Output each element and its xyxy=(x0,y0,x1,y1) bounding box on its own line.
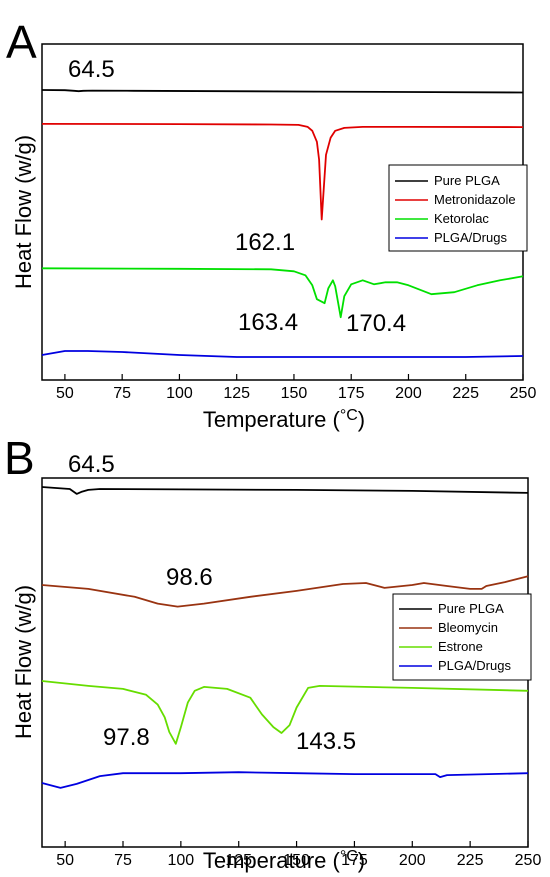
x-tick-label: 125 xyxy=(225,852,252,869)
panel-a-series xyxy=(41,89,524,358)
series-line-b-bleomycin xyxy=(41,575,529,608)
panel-b: B 50 75 100 125 150 175 200 225 250 Heat Flow (w… xyxy=(4,432,541,873)
x-tick-label: 175 xyxy=(338,385,365,402)
panel-a-x-ticks: 50 75 100 125 150 175 200 225 250 xyxy=(56,374,536,402)
x-tick-label: 100 xyxy=(166,385,193,402)
series-line-b-plga-drugs xyxy=(41,771,529,789)
x-tick-label: 250 xyxy=(510,385,537,402)
peak-label-pure-plga-a: 64.5 xyxy=(68,56,115,83)
peak-label-pure-plga-b: 64.5 xyxy=(68,451,115,478)
panel-b-y-axis-title: Heat Flow (w/g) xyxy=(11,585,36,739)
series-line-a-ketorolac xyxy=(41,267,524,319)
panel-a-letter: A xyxy=(6,16,37,68)
x-tick-label: 175 xyxy=(341,852,368,869)
x-tick-label: 225 xyxy=(452,385,479,402)
peak-label-estrone-1: 97.8 xyxy=(103,724,150,751)
peak-label-bleomycin: 98.6 xyxy=(166,564,213,591)
panel-a-y-axis-title: Heat Flow (w/g) xyxy=(11,135,36,289)
panel-b-x-ticks: 50 75 100 125 150 175 200 225 250 xyxy=(56,841,541,869)
series-line-b-estrone xyxy=(41,680,529,745)
legend-a-pure-plga: Pure PLGA xyxy=(434,173,500,188)
series-line-a-plga-drugs xyxy=(41,350,524,358)
legend-b-pure-plga: Pure PLGA xyxy=(438,601,504,616)
panel-b-series xyxy=(41,486,529,789)
x-tick-label: 200 xyxy=(395,385,422,402)
peak-label-ketorolac-1: 163.4 xyxy=(238,309,298,336)
series-line-a-metronidazole xyxy=(41,123,524,221)
panel-a-legend: Pure PLGA Metronidazole Ketorolac PLGA/D… xyxy=(388,164,528,252)
x-tick-label: 100 xyxy=(168,852,195,869)
legend-b-bleomycin: Bleomycin xyxy=(438,620,498,635)
series-line-b-pure-plga xyxy=(41,486,529,495)
peak-label-estrone-2: 143.5 xyxy=(296,728,356,755)
x-tick-label: 150 xyxy=(281,385,308,402)
peak-label-ketorolac-2: 170.4 xyxy=(346,310,406,337)
legend-a-plga-drugs: PLGA/Drugs xyxy=(434,230,507,245)
legend-b-estrone: Estrone xyxy=(438,639,483,654)
panel-a: A 50 75 100 125 150 175 200 225 250 Heat Flow (w… xyxy=(6,16,536,432)
legend-a-metronidazole: Metronidazole xyxy=(434,192,516,207)
x-tick-label: 225 xyxy=(457,852,484,869)
panel-b-legend: Pure PLGA Bleomycin Estrone PLGA/Drugs xyxy=(392,593,532,681)
panel-b-letter: B xyxy=(4,432,35,484)
x-tick-label: 50 xyxy=(56,852,74,869)
panel-a-x-axis-title: Temperature (°C) xyxy=(203,407,365,432)
panel-b-x-axis-title: Temperature (°C) xyxy=(203,848,365,873)
legend-b-plga-drugs: PLGA/Drugs xyxy=(438,658,511,673)
x-tick-label: 125 xyxy=(223,385,250,402)
x-tick-label: 75 xyxy=(114,852,132,869)
x-tick-label: 75 xyxy=(113,385,131,402)
x-tick-label: 150 xyxy=(283,852,310,869)
x-tick-label: 200 xyxy=(399,852,426,869)
legend-a-ketorolac: Ketorolac xyxy=(434,211,489,226)
series-line-a-pure-plga xyxy=(41,89,524,94)
peak-label-metronidazole: 162.1 xyxy=(235,229,295,256)
x-tick-label: 50 xyxy=(56,385,74,402)
x-tick-label: 250 xyxy=(515,852,542,869)
